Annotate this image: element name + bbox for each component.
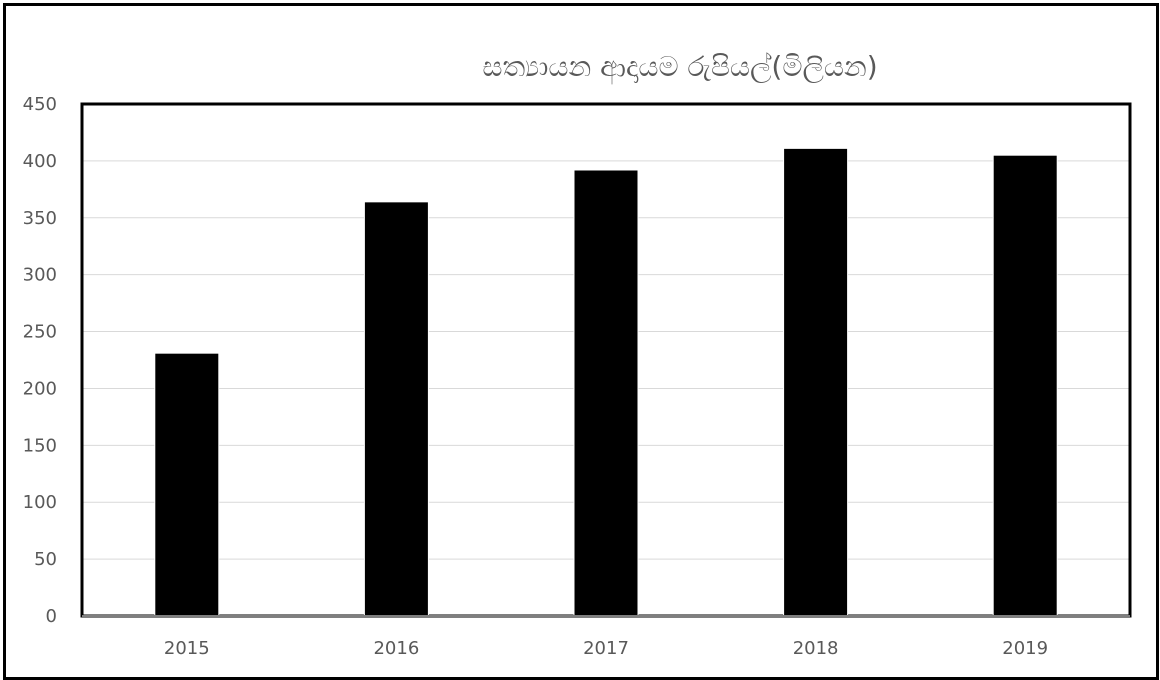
y-tick-label-0: 0 bbox=[46, 606, 57, 627]
y-tick-label-300: 300 bbox=[23, 265, 57, 286]
x-tick-label-2019: 2019 bbox=[1002, 638, 1048, 659]
bar-2018 bbox=[783, 147, 849, 617]
x-tick-label-2017: 2017 bbox=[583, 638, 629, 659]
bar-2019 bbox=[992, 154, 1058, 617]
x-tick-label-2015: 2015 bbox=[164, 638, 210, 659]
y-tick-label-50: 50 bbox=[34, 549, 57, 570]
x-tick-label-2018: 2018 bbox=[793, 638, 839, 659]
y-tick-label-400: 400 bbox=[23, 151, 57, 172]
y-tick-label-250: 250 bbox=[23, 322, 57, 343]
y-tick-label-150: 150 bbox=[23, 435, 57, 456]
x-tick-label-2016: 2016 bbox=[373, 638, 419, 659]
bar-2016 bbox=[363, 201, 429, 617]
chart-title: සත්‍යායන ආදායම රුපියල්(මිලියන) bbox=[482, 50, 878, 83]
bar-2015 bbox=[154, 352, 220, 617]
bar-2017 bbox=[573, 169, 639, 617]
y-tick-label-100: 100 bbox=[23, 492, 57, 513]
y-tick-label-350: 350 bbox=[23, 208, 57, 229]
y-tick-label-200: 200 bbox=[23, 378, 57, 399]
y-tick-label-450: 450 bbox=[23, 94, 57, 115]
